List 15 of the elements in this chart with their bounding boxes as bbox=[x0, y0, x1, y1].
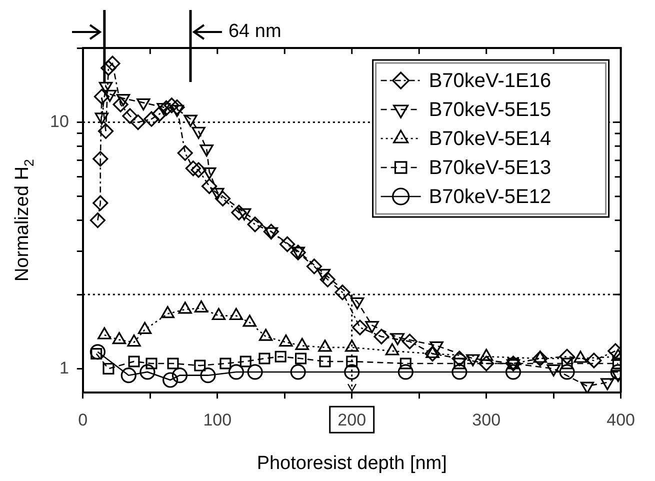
legend-label: B70keV-5E13 bbox=[428, 157, 552, 180]
legend-label: B70keV-5E15 bbox=[428, 99, 552, 122]
x-tick-label: 400 bbox=[606, 410, 636, 430]
x-tick-label: 300 bbox=[472, 410, 501, 430]
legend-label: B70keV-5E14 bbox=[428, 128, 552, 150]
x-tick-label: 0 bbox=[78, 410, 88, 430]
legend-label: B70keV-1E16 bbox=[428, 70, 552, 92]
y-tick-label: 10 bbox=[50, 112, 69, 131]
x-axis-title: Photoresist depth [nm] bbox=[256, 453, 447, 474]
annotation: 64 nm bbox=[228, 21, 282, 42]
x-tick-label: 200 bbox=[338, 410, 366, 430]
legend-label: B70keV-5E12 bbox=[428, 186, 552, 208]
x-tick-label: 100 bbox=[203, 410, 232, 430]
y-axis-title: Normalized H2 bbox=[12, 159, 37, 282]
y-tick-label: 1 bbox=[59, 358, 69, 378]
